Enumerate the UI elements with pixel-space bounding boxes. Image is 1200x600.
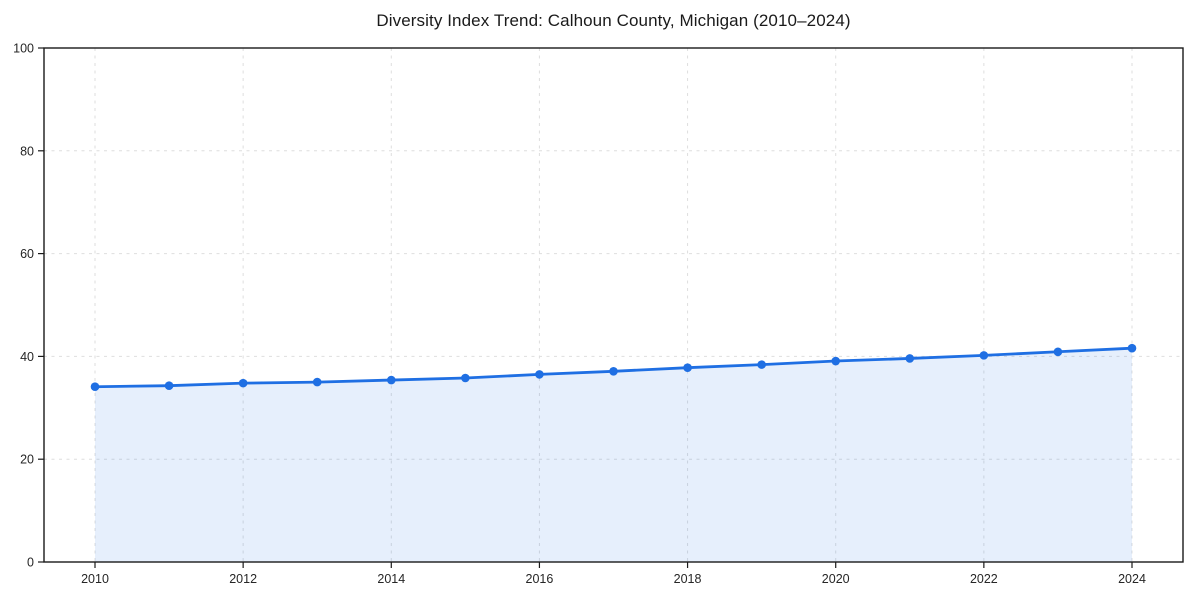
x-axis-tick-label: 2022	[970, 572, 998, 586]
y-axis-tick-label: 20	[20, 453, 34, 467]
data-point	[609, 367, 618, 376]
y-axis-tick-label: 100	[13, 42, 34, 56]
plot-border	[43, 47, 1184, 563]
y-axis: 0 20 40 60 80 100	[13, 42, 44, 570]
y-axis-tick-label: 40	[20, 350, 34, 364]
data-point	[905, 354, 915, 363]
x-axis-tick-label: 2024	[1118, 572, 1146, 586]
x-axis: 2010 2012 2014 2016 2018 2020 2022 2024	[81, 562, 1146, 586]
y-axis-tick-label: 0	[27, 556, 34, 570]
data-point	[461, 373, 470, 383]
data-point	[535, 370, 544, 379]
data-point	[1127, 343, 1137, 353]
area-fill	[95, 348, 1132, 562]
data-point	[1053, 347, 1063, 357]
data-point	[757, 360, 766, 369]
x-axis-tick-label: 2016	[526, 572, 554, 586]
data-point	[831, 356, 841, 366]
x-axis-tick-label: 2010	[81, 572, 109, 586]
data-point	[979, 351, 989, 360]
chart-title: Diversity Index Trend: Calhoun County, M…	[376, 11, 851, 30]
y-axis-tick-label: 80	[20, 144, 34, 158]
data-point	[312, 377, 322, 387]
x-axis-tick-label: 2020	[822, 572, 850, 586]
data-point	[90, 382, 100, 392]
x-axis-tick-label: 2014	[377, 572, 405, 586]
x-axis-tick-label: 2018	[674, 572, 702, 586]
data-points	[90, 343, 1137, 392]
y-axis-tick-label: 60	[20, 247, 34, 261]
data-point	[164, 381, 174, 390]
data-point	[386, 375, 396, 385]
x-axis-tick-label: 2012	[229, 572, 257, 586]
data-point	[683, 363, 692, 373]
data-point	[238, 378, 248, 388]
